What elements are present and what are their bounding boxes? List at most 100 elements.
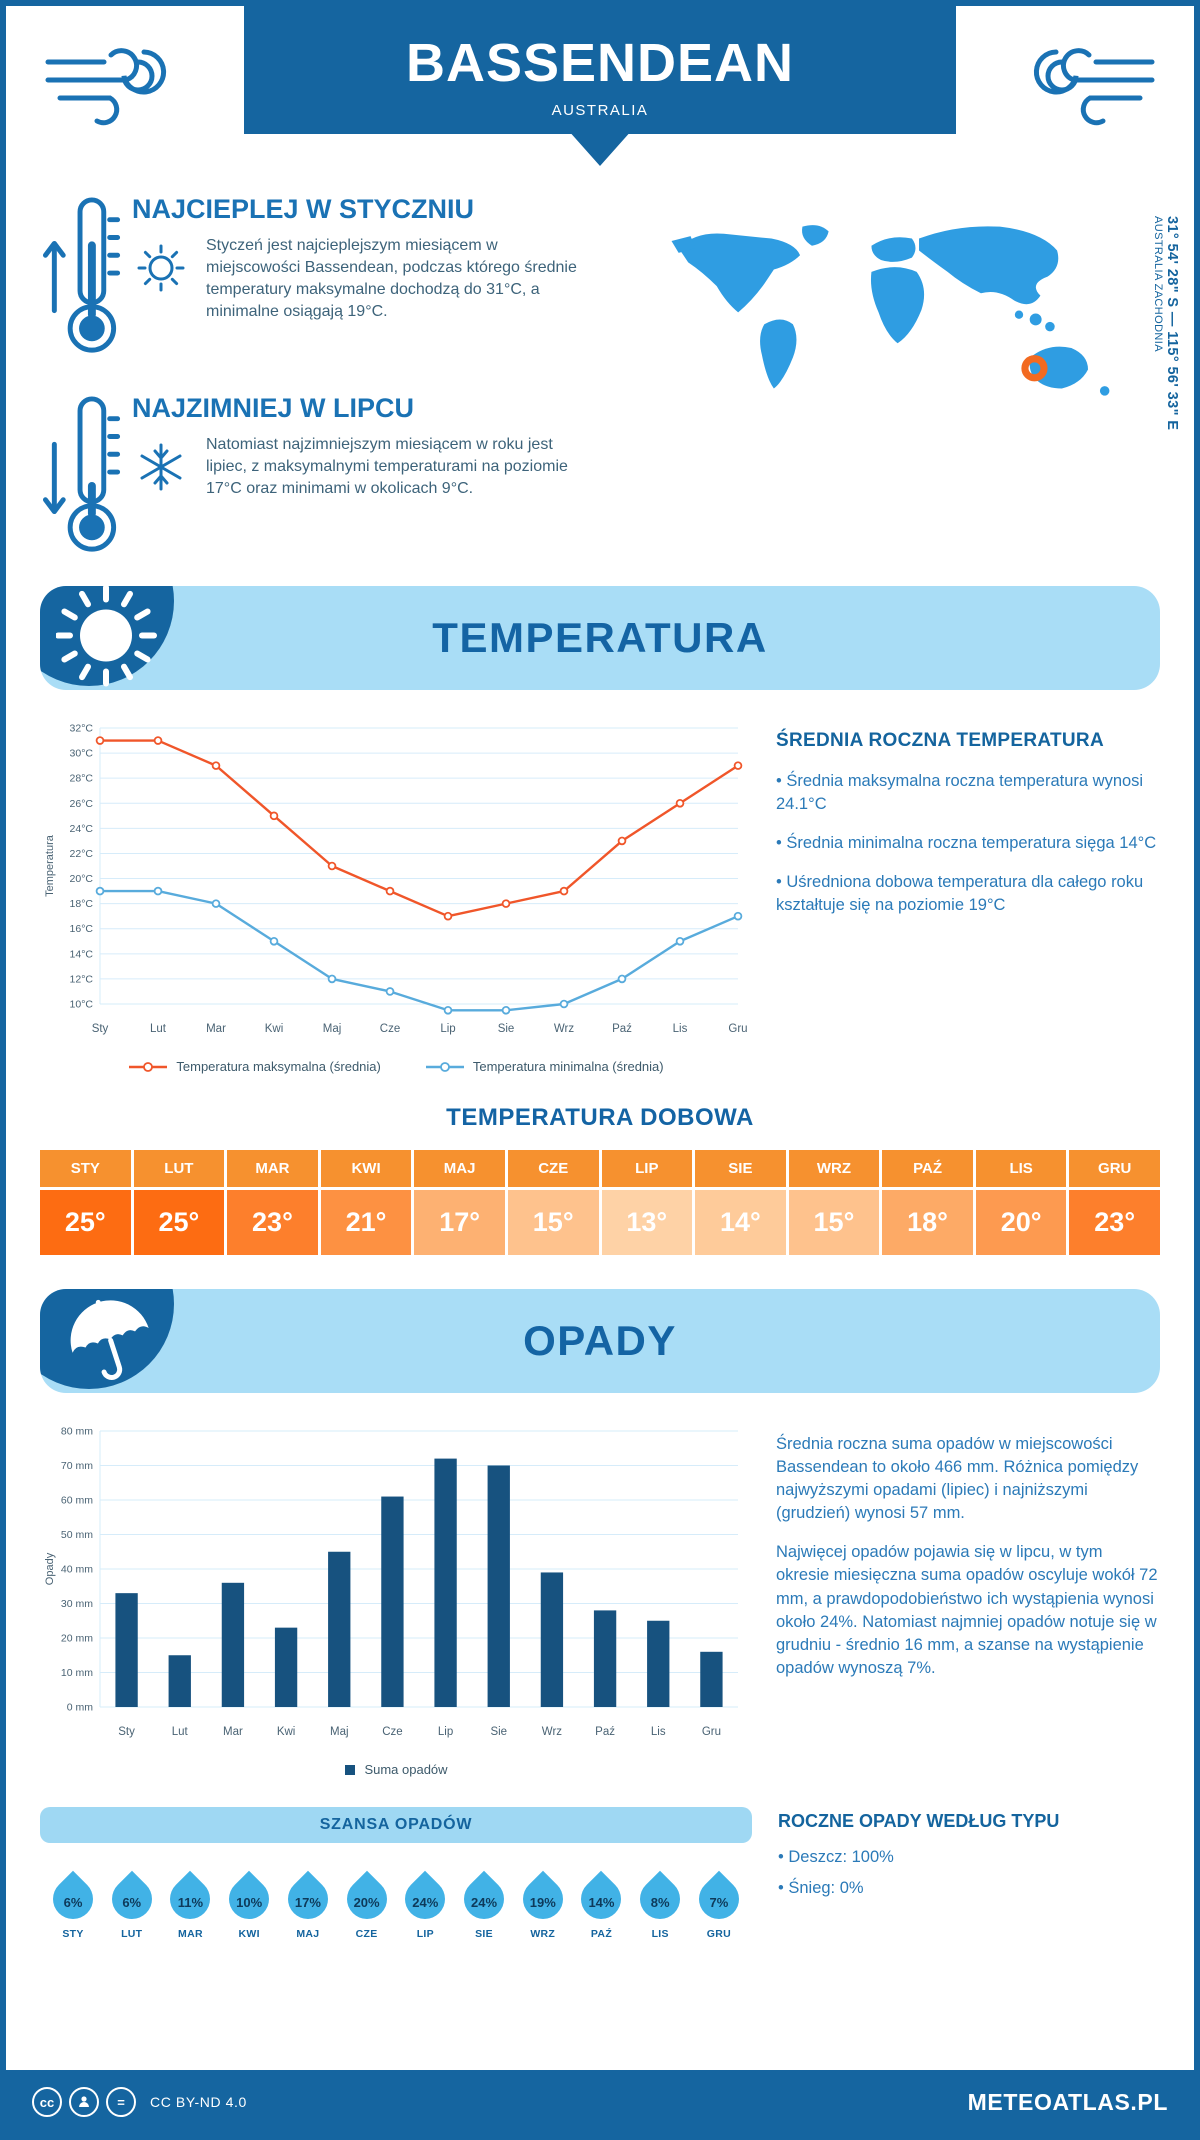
daily-table-month-header: PAŹ: [882, 1150, 973, 1187]
world-map: [671, 225, 1110, 396]
temperature-content: 10°C 12°C 14°C 16°C 18°C 20°C 22°C 24°C 26°C 28°C…: [6, 690, 1194, 1075]
svg-text:0 mm: 0 mm: [67, 1702, 94, 1714]
svg-text:Wrz: Wrz: [554, 1023, 574, 1035]
warmest-month-text: Styczeń jest najcieplejszym miesiącem w …: [206, 237, 577, 321]
rain-chance-value: 24%: [471, 1895, 498, 1910]
svg-text:20°C: 20°C: [70, 873, 94, 885]
precipitation-content: 0 mm 10 mm 20 mm 30 mm 40 mm 50 mm 60 mm 70 mm 8…: [6, 1393, 1194, 1778]
svg-text:Mar: Mar: [223, 1726, 243, 1738]
svg-text:Kwi: Kwi: [265, 1023, 284, 1035]
rain-chance-title: SZANSA OPADÓW: [40, 1807, 752, 1843]
wind-icon: [45, 48, 167, 126]
water-drop-icon: 20%: [338, 1867, 395, 1928]
daily-table-value: 14°: [695, 1190, 786, 1255]
water-drop-icon: 11%: [162, 1867, 219, 1928]
precipitation-section-title: OPADY: [523, 1317, 677, 1364]
svg-text:Gru: Gru: [728, 1023, 747, 1035]
coldest-month-text: Natomiast najzimniejszym miesiącem w rok…: [206, 436, 568, 498]
svg-text:Cze: Cze: [382, 1726, 402, 1738]
svg-text:Maj: Maj: [323, 1023, 342, 1035]
rain-chance-item: 7% GRU: [690, 1867, 748, 1940]
svg-text:Paź: Paź: [612, 1023, 632, 1035]
temperature-summary-title: ŚREDNIA ROCZNA TEMPERATURA: [776, 730, 1104, 751]
cc-attribution-icon: [69, 2087, 99, 2117]
cc-license-icons: cc =: [32, 2087, 136, 2117]
cc-nd-icon: =: [106, 2087, 136, 2117]
water-drop-icon: 14%: [573, 1867, 630, 1928]
svg-text:Lip: Lip: [440, 1023, 455, 1035]
rain-chance-item: 6% STY: [44, 1867, 102, 1940]
rain-chance-value: 20%: [353, 1895, 380, 1910]
daily-table-month-header: CZE: [507, 1150, 599, 1187]
thermometer-warm-icon: [40, 194, 132, 367]
svg-text:30°C: 30°C: [70, 748, 94, 760]
coordinates-text: 31° 54' 28" S — 115° 56' 33" E: [1164, 216, 1180, 431]
svg-text:40 mm: 40 mm: [61, 1564, 93, 1576]
water-drop-icon: 6%: [44, 1867, 102, 1928]
water-drop-icon: 17%: [279, 1867, 337, 1928]
svg-text:32°C: 32°C: [70, 723, 94, 735]
daily-table-month-header: WRZ: [788, 1150, 880, 1187]
temperature-line-chart: 10°C 12°C 14°C 16°C 18°C 20°C 22°C 24°C 26°C 28°C…: [44, 723, 748, 1036]
daily-table-month-header: MAJ: [414, 1150, 505, 1187]
license-text: CC BY-ND 4.0: [150, 2094, 247, 2110]
temperature-chart-area: 10°C 12°C 14°C 16°C 18°C 20°C 22°C 24°C 26°C 28°C…: [40, 714, 752, 1075]
svg-text:28°C: 28°C: [70, 773, 94, 785]
header-banner: BASSENDEAN AUSTRALIA: [6, 6, 1194, 178]
svg-text:Temperatura: Temperatura: [44, 834, 56, 897]
svg-text:16°C: 16°C: [70, 923, 94, 935]
rain-chance-value: 17%: [294, 1895, 321, 1910]
svg-text:Sty: Sty: [92, 1023, 109, 1035]
temperature-section-banner: TEMPERATURA: [40, 586, 1160, 690]
climate-facts: NAJCIEPLEJ W STYCZNIU: [40, 194, 660, 578]
temperature-section-title: TEMPERATURA: [432, 614, 768, 661]
rain-chance-month: GRU: [706, 1928, 732, 1940]
rain-chance-month: LIS: [651, 1928, 669, 1940]
daily-table-value: 21°: [320, 1190, 412, 1255]
map-area: 31° 54' 28" S — 115° 56' 33" E AUSTRALIA…: [660, 194, 1180, 578]
legend-item: Suma opadów: [344, 1762, 448, 1777]
legend-item: Temperatura minimalna (średnia): [425, 1059, 664, 1074]
rain-chance-month: LUT: [121, 1928, 143, 1940]
rain-chance-month: MAJ: [296, 1928, 320, 1940]
coldest-month-fact: NAJZIMNIEJ W LIPCU: [40, 393, 660, 566]
water-drop-icon: 24%: [397, 1867, 454, 1928]
daily-table-month-header: SIE: [695, 1150, 786, 1187]
sun-banner-icon: [55, 586, 164, 690]
svg-text:Lis: Lis: [651, 1726, 666, 1738]
thermometer-cold-icon: [40, 393, 132, 566]
wind-icon: [1033, 48, 1155, 126]
precipitation-paragraph: Najwięcej opadów pojawia się w lipcu, w …: [776, 1543, 1158, 1677]
water-drop-icon: 24%: [455, 1867, 513, 1928]
svg-text:50 mm: 50 mm: [61, 1529, 93, 1541]
rain-chance-value: 8%: [650, 1895, 670, 1910]
rain-chance-value: 19%: [529, 1895, 556, 1910]
water-drop-icon: 8%: [631, 1867, 689, 1928]
svg-text:Lut: Lut: [172, 1726, 189, 1738]
rain-chance-month: PAŹ: [590, 1928, 613, 1940]
svg-text:60 mm: 60 mm: [61, 1495, 93, 1507]
warmest-month-title: NAJCIEPLEJ W STYCZNIU: [132, 194, 475, 224]
rain-chance-month: KWI: [238, 1928, 260, 1940]
svg-text:Wrz: Wrz: [542, 1726, 562, 1738]
svg-text:Lut: Lut: [150, 1023, 167, 1035]
sun-icon: [132, 235, 192, 302]
rain-chance-item: 24% LIP: [397, 1867, 454, 1940]
precipitation-bar-chart: 0 mm 10 mm 20 mm 30 mm 40 mm 50 mm 60 mm 70 mm 8…: [44, 1426, 738, 1738]
legend-item: Temperatura maksymalna (średnia): [128, 1059, 381, 1074]
svg-text:14°C: 14°C: [70, 948, 94, 960]
rain-chance-item: 8% LIS: [631, 1867, 689, 1940]
svg-text:30 mm: 30 mm: [61, 1598, 93, 1610]
location-marker-icon: [1021, 355, 1048, 382]
daily-table-value: 25°: [40, 1190, 131, 1255]
rain-chance-panel: SZANSA OPADÓW 6% STY 6% LUT 11% MAR 10% KWI 17% M…: [40, 1807, 752, 1940]
region-text: AUSTRALIA ZACHODNIA: [1152, 216, 1164, 352]
svg-text:Maj: Maj: [330, 1726, 349, 1738]
daily-temperature-table: STY LUT MAR KWI MAJ CZE LIP SIE WRZ PAŹ LIS GRU 25° 2…: [40, 1150, 1160, 1255]
rain-chance-section: SZANSA OPADÓW 6% STY 6% LUT 11% MAR 10% KWI 17% M…: [6, 1777, 1194, 1940]
temperature-bullet: • Średnia maksymalna roczna temperatura …: [776, 772, 1144, 814]
svg-text:22°C: 22°C: [70, 848, 94, 860]
daily-table-value: 23°: [227, 1190, 318, 1255]
water-drop-icon: 6%: [103, 1867, 161, 1928]
rain-chance-month: CZE: [355, 1928, 378, 1940]
